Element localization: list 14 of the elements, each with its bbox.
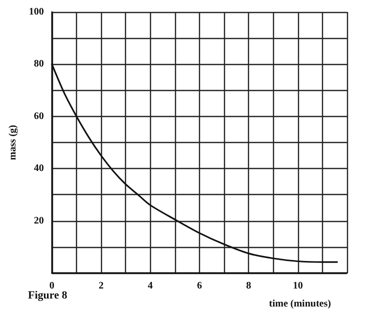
y-tick-label: 100	[28, 6, 44, 18]
x-tick-label: 8	[246, 280, 252, 292]
y-tick-label: 40	[34, 163, 44, 174]
x-tick-label: 6	[196, 280, 202, 292]
x-tick-label: 0	[49, 280, 54, 292]
y-axis-title: mass (g)	[8, 124, 18, 160]
x-axis-title: time (minutes)	[269, 298, 331, 310]
y-tick-label: 60	[34, 110, 44, 122]
x-tick-label: 2	[98, 280, 104, 292]
x-tick-label: 4	[148, 280, 153, 292]
y-tick-label: 20	[34, 215, 44, 226]
caption: Figure 8	[28, 290, 68, 302]
y-tick-label: 80	[34, 58, 44, 70]
x-tick-label: 10	[292, 280, 303, 292]
